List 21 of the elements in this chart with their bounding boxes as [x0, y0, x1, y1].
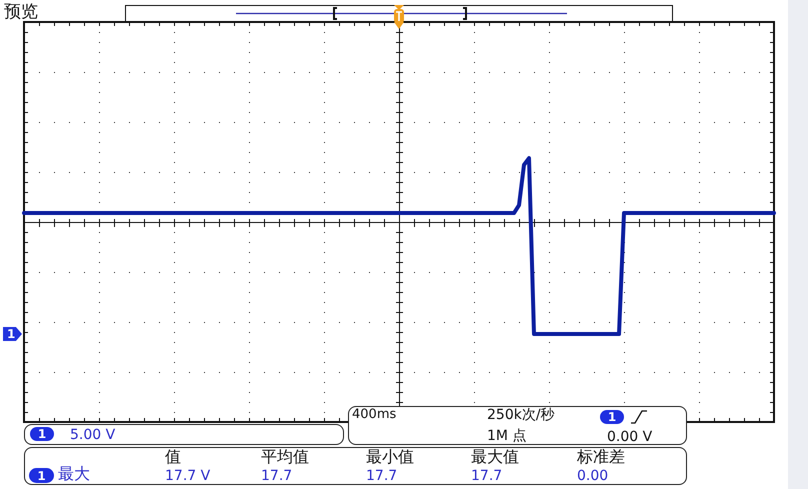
text: 值 [165, 447, 181, 466]
text: 5.00 V [70, 427, 116, 443]
text: 1 [29, 468, 54, 483]
chart-title: 预览 [4, 2, 38, 22]
text: 0.00 V [607, 429, 652, 445]
text: 标准差 [577, 447, 625, 466]
text: 0.00 [577, 468, 608, 484]
text: 1 [600, 410, 624, 424]
text: 最大 [58, 464, 90, 483]
text: 1M 点 [487, 428, 526, 444]
text: 平均值 [261, 447, 309, 466]
text: 400ms [352, 407, 396, 422]
text: 17.7 [366, 468, 398, 484]
annotation: 1 [3, 327, 22, 341]
text: 250k次/秒 [487, 407, 555, 423]
text: 17.7 V [165, 468, 210, 484]
text: 最大值 [471, 447, 519, 466]
text: 1 [30, 427, 54, 441]
text: 17.7 [471, 468, 502, 484]
text: 17.7 [261, 468, 292, 484]
text: 最小值 [366, 447, 414, 466]
